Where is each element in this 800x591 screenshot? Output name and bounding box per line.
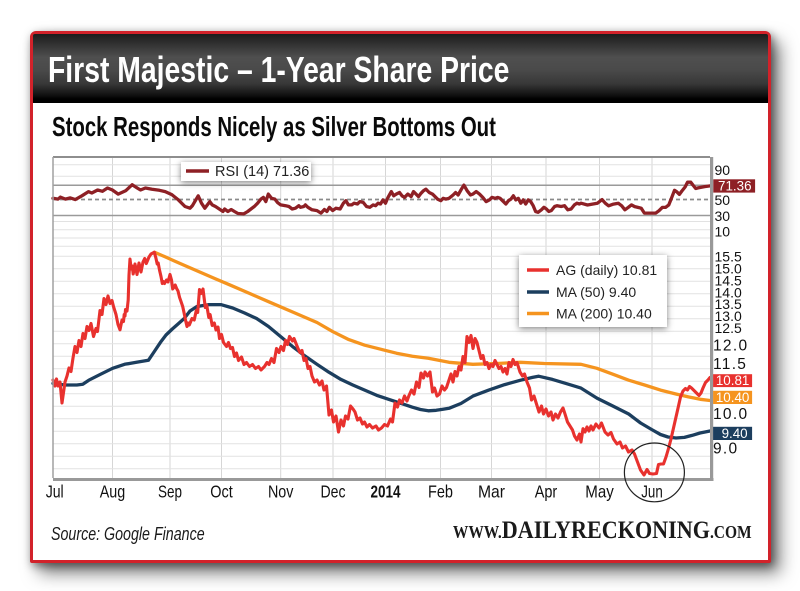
svg-text:13.5: 13.5	[715, 296, 742, 312]
svg-text:Dec: Dec	[321, 481, 346, 501]
svg-text:Nov: Nov	[268, 481, 294, 501]
svg-text:15.0: 15.0	[715, 260, 742, 276]
svg-text:May: May	[585, 481, 614, 501]
svg-text:Aug: Aug	[100, 481, 126, 501]
svg-text:12.0: 12.0	[713, 337, 748, 354]
svg-text:9.0: 9.0	[713, 441, 738, 458]
svg-text:12.5: 12.5	[715, 320, 742, 336]
svg-text:10.40: 10.40	[716, 390, 750, 405]
svg-text:Apr: Apr	[535, 481, 558, 501]
svg-text:10: 10	[715, 223, 731, 239]
svg-text:MA (50) 9.40: MA (50) 9.40	[556, 284, 636, 300]
svg-text:Sep: Sep	[158, 481, 182, 501]
svg-text:71.36: 71.36	[718, 179, 752, 194]
svg-text:Jun: Jun	[641, 481, 663, 501]
svg-text:14.5: 14.5	[715, 273, 742, 289]
svg-text:90: 90	[715, 162, 731, 178]
svg-text:2014: 2014	[371, 481, 401, 501]
svg-text:MA (200) 10.40: MA (200) 10.40	[556, 305, 652, 321]
svg-text:Oct: Oct	[210, 481, 233, 501]
svg-text:10.81: 10.81	[716, 373, 750, 388]
svg-text:Jul: Jul	[46, 481, 64, 501]
svg-text:11.5: 11.5	[713, 356, 747, 373]
svg-text:AG (daily) 10.81: AG (daily) 10.81	[556, 262, 657, 278]
svg-text:14.0: 14.0	[715, 285, 742, 301]
svg-text:Feb: Feb	[428, 481, 453, 501]
svg-text:13.0: 13.0	[715, 308, 742, 324]
svg-text:Mar: Mar	[478, 481, 505, 501]
svg-text:9.40: 9.40	[722, 426, 748, 441]
svg-text:RSI (14) 71.36: RSI (14) 71.36	[215, 164, 309, 180]
svg-text:10.0: 10.0	[713, 406, 748, 423]
svg-text:50: 50	[715, 192, 731, 208]
svg-text:30: 30	[715, 208, 731, 224]
svg-text:15.5: 15.5	[715, 248, 742, 264]
